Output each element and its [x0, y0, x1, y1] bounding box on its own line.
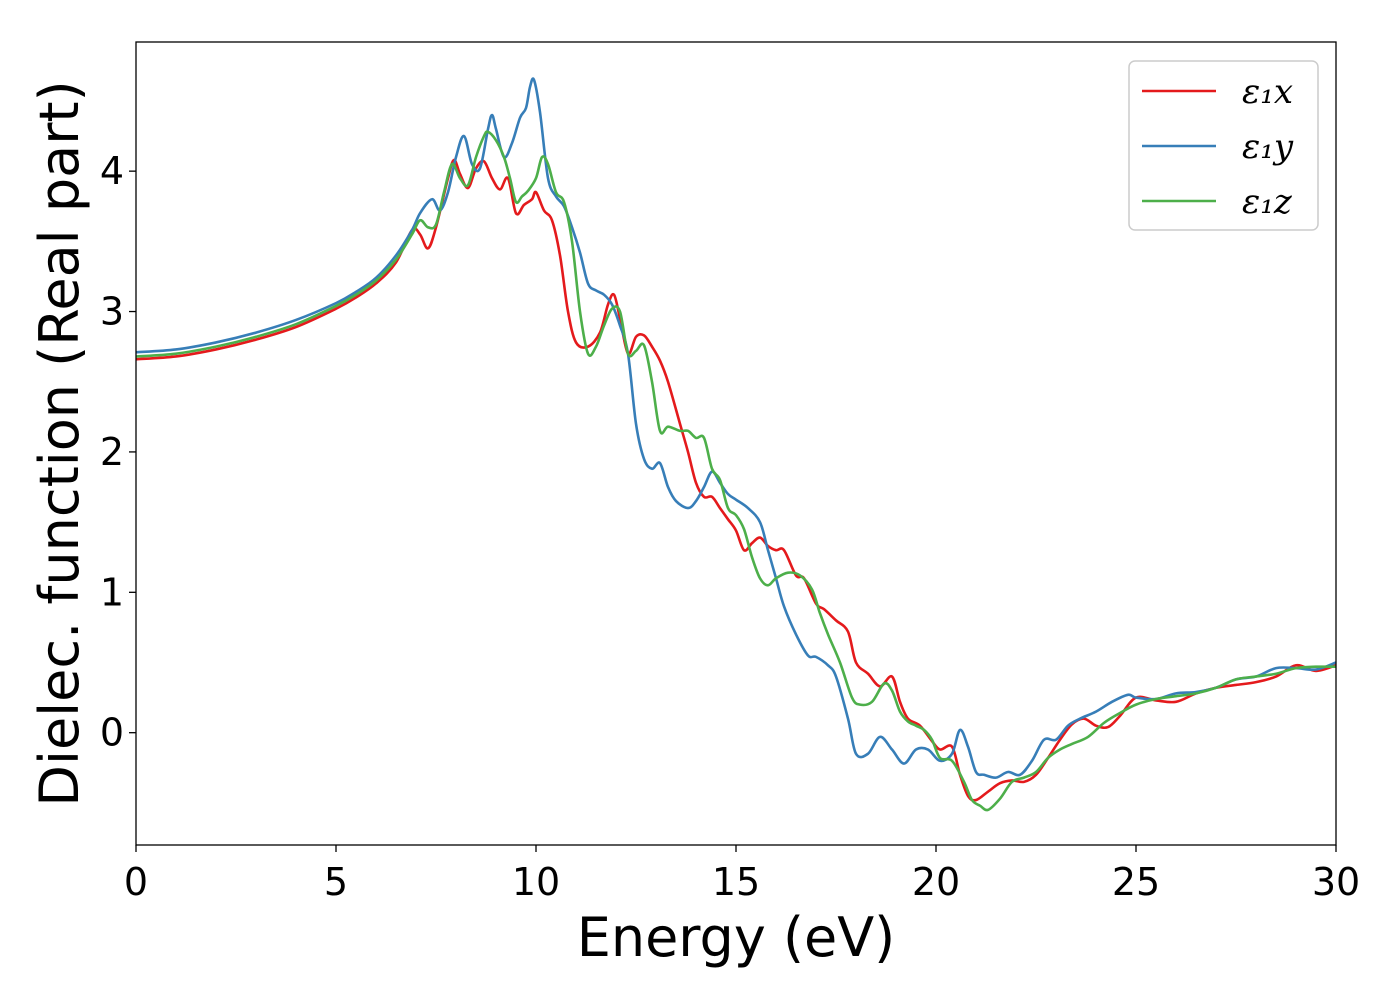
x-tick-label: 0 [124, 860, 148, 904]
series-line-1 [136, 158, 1336, 802]
y-tick-label: 4 [100, 149, 124, 193]
x-tick-label: 5 [324, 860, 348, 904]
y-axis-title: Dielec. function (Real part) [28, 80, 91, 806]
legend: ε₁x ε₁y ε₁z [1128, 60, 1319, 231]
x-tick-label: 30 [1312, 860, 1360, 904]
x-axis: 0 5 10 15 20 25 30 [124, 845, 1360, 904]
y-tick-label: 1 [100, 570, 124, 614]
legend-label: ε₁y [1242, 127, 1294, 167]
x-tick-label: 10 [512, 860, 560, 904]
x-tick-label: 15 [712, 860, 760, 904]
y-tick-label: 3 [100, 290, 124, 334]
y-axis: 0 1 2 3 4 [100, 149, 136, 755]
x-axis-title: Energy (eV) [577, 906, 896, 969]
x-tick-label: 25 [1112, 860, 1160, 904]
legend-label: ε₁z [1242, 182, 1293, 222]
y-tick-label: 0 [100, 711, 124, 755]
series-layer [136, 77, 1336, 812]
legend-box [1128, 60, 1319, 231]
y-tick-label: 2 [100, 430, 124, 474]
legend-label: ε₁x [1242, 72, 1293, 112]
series-line-3 [136, 130, 1336, 812]
x-tick-label: 20 [912, 860, 960, 904]
